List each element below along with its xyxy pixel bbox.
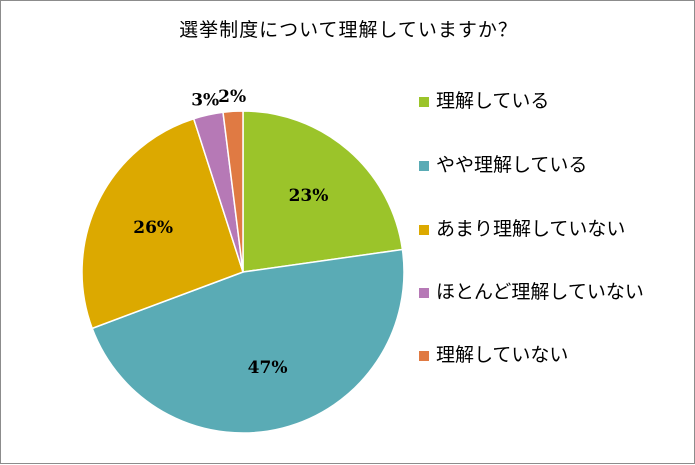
legend-swatch — [419, 97, 429, 107]
slice-not-much — [81, 117, 244, 330]
legend-swatch — [419, 351, 429, 361]
legend-swatch — [419, 225, 429, 235]
pie-slices — [81, 110, 405, 434]
legend-label: あまり理解していない — [436, 218, 626, 240]
data-label: 47% — [248, 358, 288, 378]
legend-label: 理解していない — [436, 344, 569, 366]
pie-data-labels: 23% 47% 26% 3%2% — [133, 87, 328, 378]
legend-item-hardly: ほとんど理解していない — [419, 280, 684, 305]
chart-title: 選挙制度について理解していますか？ — [179, 19, 518, 41]
slice-somewhat-understand — [91, 248, 405, 434]
legend-item-understand: 理解している — [419, 89, 684, 114]
legend-item-not-understand: 理解していない — [419, 343, 684, 368]
legend-swatch — [419, 288, 429, 298]
data-label: 3% — [191, 91, 219, 111]
legend-label: やや理解している — [436, 154, 588, 176]
legend-label: ほとんど理解していない — [436, 281, 644, 303]
slice-understand — [242, 110, 404, 273]
data-label: 23% — [289, 186, 329, 206]
legend-swatch — [419, 161, 429, 171]
legend-label: 理解している — [436, 90, 550, 112]
data-label: 26% — [133, 218, 173, 238]
slice-not-understand — [222, 110, 244, 273]
legend-item-not-much: あまり理解していない — [419, 217, 684, 242]
legend-item-somewhat-understand: やや理解している — [419, 153, 684, 178]
data-label: 2% — [218, 87, 246, 107]
